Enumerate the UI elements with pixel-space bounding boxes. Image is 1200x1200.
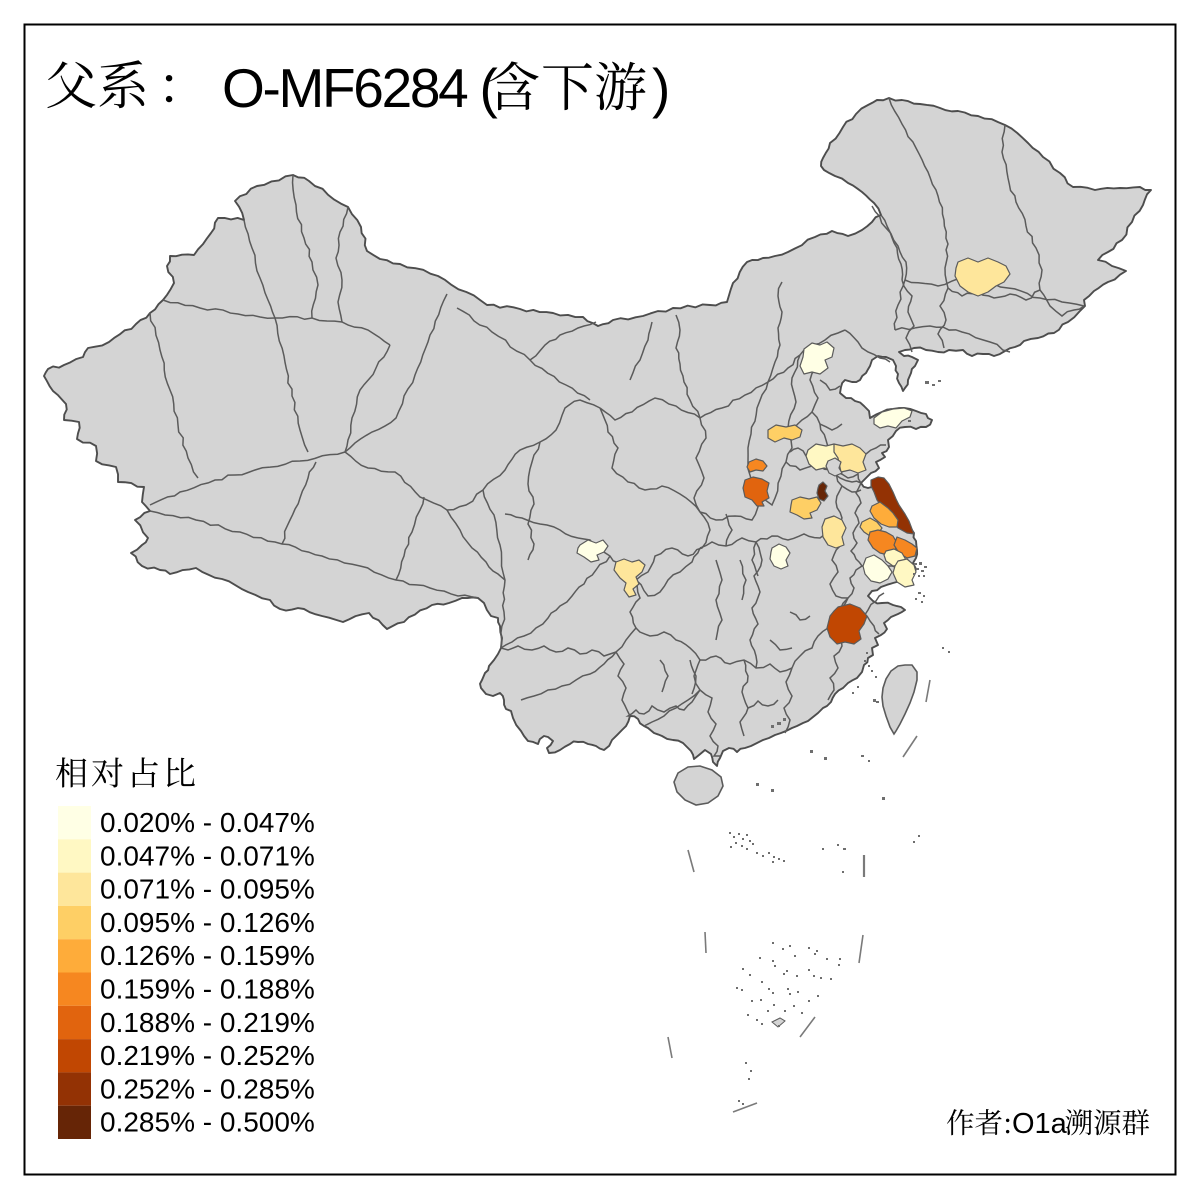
svg-text:): )	[652, 57, 670, 119]
svg-text:O-MF6284 (: O-MF6284 (	[222, 57, 497, 119]
svg-text:0.252% - 0.285%: 0.252% - 0.285%	[100, 1073, 315, 1104]
svg-text:0.219% - 0.252%: 0.219% - 0.252%	[100, 1040, 315, 1071]
svg-text:O1a: O1a	[1012, 1108, 1068, 1140]
svg-text:0.095% - 0.126%: 0.095% - 0.126%	[100, 907, 315, 938]
svg-text:0.188% - 0.219%: 0.188% - 0.219%	[100, 1007, 315, 1038]
svg-text:0.047% - 0.071%: 0.047% - 0.071%	[100, 840, 315, 871]
svg-text:0.285% - 0.500%: 0.285% - 0.500%	[100, 1107, 315, 1138]
svg-text:0.159% - 0.188%: 0.159% - 0.188%	[100, 974, 315, 1005]
svg-text:0.071% - 0.095%: 0.071% - 0.095%	[100, 874, 315, 905]
svg-text:0.126% - 0.159%: 0.126% - 0.159%	[100, 940, 315, 971]
svg-text:0.020% - 0.047%: 0.020% - 0.047%	[100, 807, 315, 838]
